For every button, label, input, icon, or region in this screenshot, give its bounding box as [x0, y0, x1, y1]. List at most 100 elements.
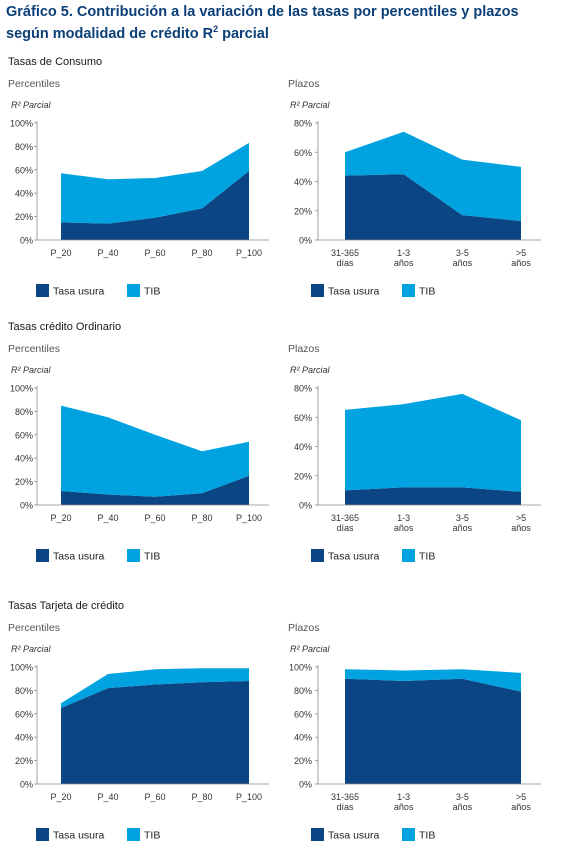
y-tick-label: 80%	[15, 142, 33, 152]
area-series-tasa-usura	[61, 171, 249, 240]
x-tick-label: 31-365 días	[331, 513, 359, 533]
chart-subtitle: Percentiles	[8, 622, 60, 634]
chart-panel-6: Plazos R² Parcial 0% 20% 40% 60% 80% 100% 31-365…	[288, 622, 541, 842]
y-tick-label: 60%	[15, 430, 33, 440]
y-tick-label: 60%	[294, 413, 312, 423]
y-tick-label: 60%	[15, 709, 33, 719]
y-tick-label: 60%	[294, 709, 312, 719]
legend-label-tasa-usura: Tasa usura	[328, 551, 380, 563]
legend-swatch-tasa-usura	[36, 549, 49, 562]
chart-panel-3: Percentiles R² Parcial 0% 20% 40% 60% 80% 100% P…	[8, 343, 269, 563]
chart-subtitle: Plazos	[288, 78, 320, 90]
x-tick-label: P_20	[50, 792, 71, 802]
x-tick-label: P_100	[236, 513, 262, 523]
x-tick-label: >5 años	[511, 513, 531, 533]
x-tick-label: P_40	[97, 513, 118, 523]
legend-label-tib: TIB	[144, 830, 160, 842]
area-series-tasa-usura	[61, 475, 249, 505]
y-tick-label: 40%	[15, 189, 33, 199]
chart-subtitle: Percentiles	[8, 78, 60, 90]
y-tick-label: 80%	[294, 119, 312, 129]
y-tick-label: 80%	[15, 407, 33, 417]
legend-label-tib: TIB	[144, 551, 160, 563]
y-tick-label: 100%	[10, 384, 33, 394]
legend-swatch-tib	[127, 284, 140, 297]
legend-swatch-tib	[127, 549, 140, 562]
section-title-tarjeta: Tasas Tarjeta de crédito	[8, 600, 124, 612]
legend-swatch-tasa-usura	[311, 549, 324, 562]
x-tick-label: 1-3 años	[394, 513, 414, 533]
x-tick-label: 31-365 días	[331, 792, 359, 812]
y-tick-label: 20%	[15, 477, 33, 487]
y-tick-label: 20%	[15, 756, 33, 766]
y-axis-label: R² Parcial	[11, 644, 52, 654]
x-tick-label: >5 años	[511, 792, 531, 812]
legend-swatch-tasa-usura	[311, 284, 324, 297]
legend-swatch-tib	[402, 549, 415, 562]
x-tick-label: 1-3 años	[394, 248, 414, 268]
x-tick-label: P_20	[50, 248, 71, 258]
y-tick-label: 100%	[10, 663, 33, 673]
figure-title: Gráfico 5. Contribución a la variación d…	[6, 4, 556, 43]
chart-panel-1: Percentiles R² Parcial 0% 20% 40% 60% 80% 100% P…	[8, 78, 269, 298]
x-tick-label: P_80	[191, 248, 212, 258]
x-tick-label: 31-365 días	[331, 248, 359, 268]
x-tick-label: P_40	[97, 792, 118, 802]
y-tick-label: 40%	[294, 733, 312, 743]
legend-swatch-tib	[127, 828, 140, 841]
section-title-consumo: Tasas de Consumo	[8, 56, 103, 68]
y-axis-label: R² Parcial	[290, 644, 331, 654]
area-series-tib	[61, 668, 249, 708]
y-tick-label: 40%	[15, 733, 33, 743]
area-series-tib	[345, 669, 521, 692]
legend-label-tib: TIB	[419, 286, 435, 298]
figure-title-superscript: 2	[213, 24, 219, 34]
chart-subtitle: Plazos	[288, 622, 320, 634]
x-tick-label: P_20	[50, 513, 71, 523]
y-tick-label: 100%	[10, 119, 33, 129]
legend-label-tasa-usura: Tasa usura	[53, 286, 105, 298]
legend-label-tasa-usura: Tasa usura	[53, 830, 105, 842]
x-tick-label: 3-5 años	[453, 513, 473, 533]
area-series-tasa-usura	[345, 678, 521, 784]
x-tick-label: P_40	[97, 248, 118, 258]
y-tick-label: 20%	[15, 212, 33, 222]
x-tick-label: P_80	[191, 513, 212, 523]
legend-swatch-tib	[402, 828, 415, 841]
y-axis-label: R² Parcial	[11, 100, 52, 110]
x-tick-label: P_80	[191, 792, 212, 802]
legend-label-tib: TIB	[419, 830, 435, 842]
legend-label-tasa-usura: Tasa usura	[328, 830, 380, 842]
y-tick-label: 20%	[294, 471, 312, 481]
y-tick-label: 60%	[15, 165, 33, 175]
y-tick-label: 80%	[294, 384, 312, 394]
y-tick-label: 0%	[299, 236, 312, 246]
figure-title-suffix: parcial	[218, 25, 269, 42]
y-axis-label: R² Parcial	[11, 365, 52, 375]
legend-label-tib: TIB	[419, 551, 435, 563]
y-tick-label: 40%	[294, 442, 312, 452]
y-tick-label: 0%	[20, 780, 33, 790]
area-series-tib	[345, 393, 521, 492]
y-tick-label: 100%	[289, 663, 312, 673]
y-tick-label: 0%	[20, 236, 33, 246]
figure-title-text: Gráfico 5. Contribución a la variación d…	[6, 4, 519, 42]
y-tick-label: 40%	[15, 454, 33, 464]
area-series-tib	[61, 405, 249, 497]
legend-swatch-tasa-usura	[36, 284, 49, 297]
area-series-tasa-usura	[345, 174, 521, 240]
legend-swatch-tasa-usura	[36, 828, 49, 841]
area-series-tib	[61, 142, 249, 224]
x-tick-label: 3-5 años	[453, 792, 473, 812]
legend-label-tasa-usura: Tasa usura	[53, 551, 105, 563]
x-tick-label: P_100	[236, 248, 262, 258]
x-tick-label: P_60	[144, 513, 165, 523]
chart-panel-2: Plazos R² Parcial 0% 20% 40% 60% 80% 31-365 días…	[288, 78, 541, 298]
y-tick-label: 80%	[294, 686, 312, 696]
y-tick-label: 0%	[299, 780, 312, 790]
chart-subtitle: Percentiles	[8, 343, 60, 355]
y-tick-label: 20%	[294, 756, 312, 766]
legend-label-tib: TIB	[144, 286, 160, 298]
section-title-ordinario: Tasas crédito Ordinario	[8, 321, 122, 333]
